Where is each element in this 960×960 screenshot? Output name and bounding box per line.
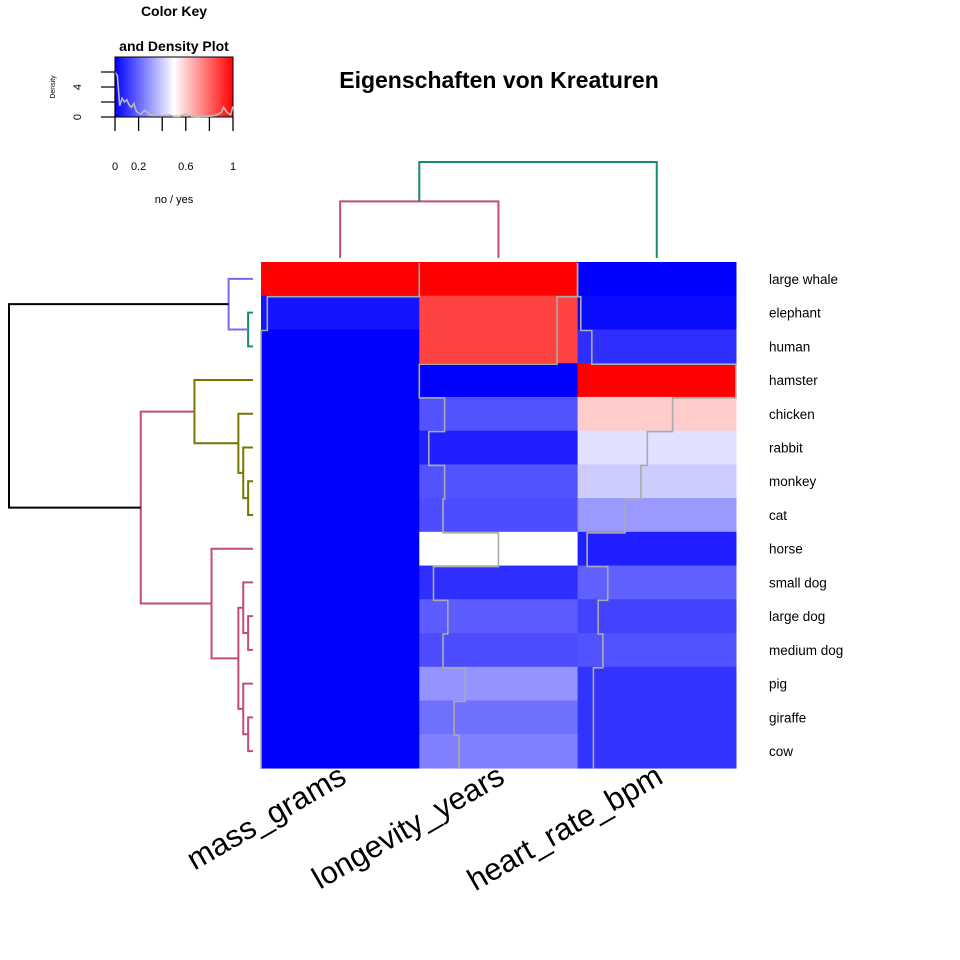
column-trace <box>418 263 579 769</box>
heatmap-cell <box>419 599 579 634</box>
dendrogram-branch <box>139 410 212 605</box>
row-label: horse <box>769 542 803 557</box>
color-key-ylabel: Density <box>50 75 57 99</box>
heatmap-cell <box>577 565 737 600</box>
heatmap-cell <box>261 633 420 668</box>
color-key: Color Key and Density Plot 0 0.2 0.6 1 0 4 n… <box>50 3 236 206</box>
heatmap-cell <box>261 295 420 331</box>
row-label: human <box>769 339 810 354</box>
heatmap-cell <box>261 396 420 432</box>
heatmap-cell <box>419 734 579 769</box>
heatmap-cell <box>261 464 420 499</box>
color-key-xlabel: no / yes <box>155 194 194 206</box>
dendrogram-branch <box>339 200 500 258</box>
row-label: large dog <box>769 609 825 624</box>
heatmap-cell <box>261 430 420 465</box>
row-label: large whale <box>769 272 838 287</box>
dendrogram-branch <box>193 379 253 445</box>
heatmap-cell <box>261 565 420 600</box>
row-label: monkey <box>769 474 817 489</box>
dendrogram-branch <box>237 412 253 474</box>
heatmap-cell <box>577 599 737 634</box>
row-label: pig <box>769 677 787 692</box>
heatmap-cell <box>419 262 579 297</box>
key-x-tick-label: 0.2 <box>131 161 146 173</box>
heatmap-cell <box>577 498 737 533</box>
key-y-tick-label: 0 <box>72 114 84 120</box>
heatmap-cell <box>419 363 579 398</box>
heatmap-cell <box>419 633 579 668</box>
dendrogram-branch <box>210 547 253 660</box>
density-curve <box>114 71 234 118</box>
heatmap-cell <box>419 565 579 600</box>
heatmap-cell <box>261 329 420 364</box>
heatmap-cell <box>261 498 420 533</box>
column-trace <box>576 263 737 769</box>
heatmap-cell <box>261 531 420 567</box>
heatmap-cell <box>577 666 737 702</box>
row-label: hamster <box>769 373 818 388</box>
heatmap-cell <box>577 464 737 499</box>
key-x-tick-label: 0 <box>112 161 118 173</box>
dendrogram-branch <box>247 311 253 348</box>
heatmap-cell <box>419 295 579 331</box>
color-key-subtitle: and Density Plot <box>119 38 229 54</box>
heatmap-cell <box>261 666 420 702</box>
dendrogram-branch <box>418 161 658 258</box>
row-dendrogram <box>8 277 253 753</box>
row-label: small dog <box>769 575 827 590</box>
heatmap-cell <box>577 329 737 364</box>
row-label: rabbit <box>769 441 803 456</box>
key-x-tick-label: 1 <box>230 161 236 173</box>
heatmap-cell <box>419 464 579 499</box>
heatmap-cell <box>261 700 420 735</box>
row-label: elephant <box>769 306 821 321</box>
heatmap-cell <box>577 363 737 398</box>
row-label: giraffe <box>769 710 806 725</box>
row-label: chicken <box>769 407 815 422</box>
heatmap-cell <box>261 363 420 398</box>
color-key-title: Color Key <box>141 3 207 19</box>
column-dendrogram <box>339 161 658 258</box>
heatmap-cell <box>419 396 579 432</box>
column-trace <box>260 263 421 769</box>
key-y-tick-label: 4 <box>72 84 84 90</box>
heatmap-cell <box>419 430 579 465</box>
key-x-tick-label: 0.6 <box>178 161 193 173</box>
heatmap-cell <box>419 700 579 735</box>
heatmap-cell <box>419 329 579 364</box>
heatmap-cell <box>577 633 737 668</box>
heatmap-cell <box>419 498 579 533</box>
row-label: cow <box>769 744 793 759</box>
dendrogram-branch <box>247 480 253 516</box>
dendrogram-branch <box>247 615 253 651</box>
dendrogram-branch <box>247 716 253 753</box>
heatmap-cell <box>577 700 737 735</box>
heatmap-cell <box>577 262 737 297</box>
column-traces <box>260 263 737 769</box>
heatmap-cell <box>577 531 737 567</box>
heatmap-cell <box>261 599 420 634</box>
row-label: cat <box>769 508 787 523</box>
heatmap-cell <box>419 666 579 702</box>
heatmap-cell <box>577 295 737 331</box>
heatmap-cells <box>261 262 737 769</box>
row-labels: large whale elephant human hamster chicken ra… <box>769 272 843 759</box>
heatmap-cell <box>261 734 420 769</box>
color-key-gradient <box>114 56 234 118</box>
dendrogram-branch <box>8 303 229 509</box>
row-label: medium dog <box>769 643 843 658</box>
heatmap-cell <box>577 430 737 465</box>
dendrogram-branch <box>227 277 253 331</box>
heatmap-cell <box>577 734 737 769</box>
chart-title: Eigenschaften von Kreaturen <box>339 67 659 93</box>
heatmap-cell <box>261 262 420 297</box>
heatmap-cell <box>577 396 737 432</box>
